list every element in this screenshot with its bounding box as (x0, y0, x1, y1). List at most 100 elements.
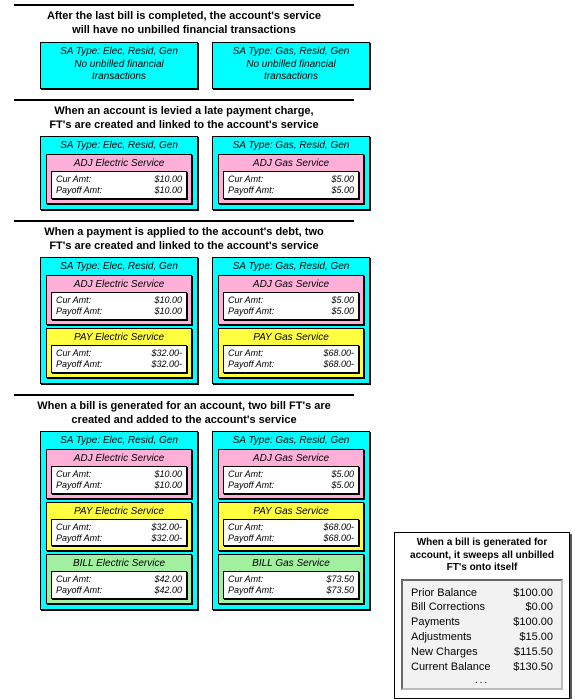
ft-title: ADJ Electric Service (51, 158, 187, 169)
cur-amt-label: Cur Amt: (56, 295, 91, 306)
cur-amt-value: $10.00 (154, 469, 182, 480)
bill-row-label: Current Balance (411, 660, 491, 675)
bill-row-value: $130.50 (513, 660, 553, 675)
ft-title: BILL Electric Service (51, 558, 187, 569)
section-title: When a payment is applied to the account… (14, 220, 354, 258)
ft-box: PAY Gas ServiceCur Amt:$68.00-Payoff Amt… (218, 328, 364, 378)
cur-amt-value: $68.00- (323, 522, 354, 533)
payoff-amt-label: Payoff Amt: (228, 480, 274, 491)
ft-box: BILL Gas ServiceCur Amt:$73.50Payoff Amt… (218, 554, 364, 604)
cur-amt-value: $5.00 (331, 469, 354, 480)
section-title: After the last bill is completed, the ac… (14, 4, 354, 42)
bill-row-label: Prior Balance (411, 586, 477, 601)
cur-amt-label: Cur Amt: (56, 469, 91, 480)
bill-ellipsis: ... (411, 675, 553, 686)
bill-summary-table: Prior Balance$100.00Bill Corrections$0.0… (401, 579, 563, 690)
ft-box: BILL Electric ServiceCur Amt:$42.00Payof… (46, 554, 192, 604)
ft-amount-box: Cur Amt:$5.00Payoff Amt:$5.00 (223, 466, 359, 494)
cur-amt-label: Cur Amt: (228, 522, 263, 533)
ft-title: PAY Electric Service (51, 332, 187, 343)
payoff-amt-label: Payoff Amt: (56, 185, 102, 196)
bill-row: Prior Balance $100.00 (411, 586, 553, 601)
cur-amt-value: $5.00 (331, 295, 354, 306)
ft-amount-box: Cur Amt:$42.00Payoff Amt:$42.00 (51, 571, 187, 599)
cur-amt-value: $32.00- (151, 522, 182, 533)
cur-amt-label: Cur Amt: (56, 522, 91, 533)
cur-amt-label: Cur Amt: (228, 174, 263, 185)
cur-amt-value: $10.00 (154, 174, 182, 185)
payoff-amt-label: Payoff Amt: (56, 306, 102, 317)
section: When a payment is applied to the account… (4, 220, 575, 384)
ft-box: PAY Electric ServiceCur Amt:$32.00-Payof… (46, 502, 192, 552)
sa-type-header: SA Type: Gas, Resid, Gen (218, 261, 364, 272)
payoff-amt-value: $73.50 (326, 585, 354, 596)
sa-box: SA Type: Elec, Resid, Gen ADJ Electric Se… (40, 431, 198, 610)
bill-row: New Charges$115.50 (411, 645, 553, 660)
ft-amount-box: Cur Amt: $10.00 Payoff Amt: $10.00 (51, 466, 187, 494)
payoff-amt-value: $68.00- (323, 359, 354, 370)
payoff-amt-label: Payoff Amt: (56, 359, 102, 370)
sa-type-header: SA Type: Gas, Resid, Gen (218, 140, 364, 151)
payoff-amt-value: $42.00 (154, 585, 182, 596)
bill-row: Payments $100.00 (411, 615, 553, 630)
ft-title: PAY Gas Service (223, 332, 359, 343)
cur-amt-label: Cur Amt: (56, 174, 91, 185)
sa-box: SA Type: Gas, Resid, GenNo unbilled fina… (212, 42, 370, 89)
sa-type-header: SA Type: Elec, Resid, Gen (46, 46, 192, 57)
ft-amount-box: Cur Amt:$32.00-Payoff Amt:$32.00- (51, 519, 187, 547)
sa-box: SA Type: Elec, Resid, Gen ADJ Electric Se… (40, 257, 198, 383)
bill-row: Current Balance $130.50 (411, 660, 553, 675)
payoff-amt-value: $68.00- (323, 533, 354, 544)
ft-amount-box: Cur Amt:$5.00Payoff Amt:$5.00 (223, 171, 359, 199)
bill-summary-title: When a bill is generated for account, it… (401, 537, 563, 575)
sa-note: No unbilled financialtransactions (218, 59, 364, 83)
sa-note: No unbilled financialtransactions (46, 59, 192, 83)
bill-row-value: $100.00 (513, 586, 553, 601)
ft-amount-box: Cur Amt:$32.00-Payoff Amt:$32.00- (51, 345, 187, 373)
payoff-amt-label: Payoff Amt: (56, 585, 102, 596)
cur-amt-label: Cur Amt: (228, 348, 263, 359)
sa-box: SA Type: Elec, Resid, Gen No unbilled fin… (40, 42, 198, 89)
sa-pair-row: SA Type: Elec, Resid, Gen ADJ Electric Se… (40, 257, 575, 383)
ft-title: ADJ Electric Service (51, 453, 187, 464)
sa-box: SA Type: Gas, Resid, Gen ADJ Gas ServiceC… (212, 136, 370, 210)
ft-amount-box: Cur Amt:$73.50Payoff Amt:$73.50 (223, 571, 359, 599)
payoff-amt-value: $32.00- (151, 533, 182, 544)
payoff-amt-label: Payoff Amt: (228, 185, 274, 196)
sa-pair-row: SA Type: Elec, Resid, Gen ADJ Electric Se… (40, 136, 575, 210)
ft-title: BILL Gas Service (223, 558, 359, 569)
payoff-amt-value: $10.00 (154, 480, 182, 491)
sa-pair-row: SA Type: Elec, Resid, Gen No unbilled fin… (40, 42, 575, 89)
payoff-amt-value: $10.00 (154, 185, 182, 196)
sa-type-header: SA Type: Elec, Resid, Gen (46, 435, 192, 446)
cur-amt-value: $32.00- (151, 348, 182, 359)
payoff-amt-value: $5.00 (331, 306, 354, 317)
cur-amt-value: $68.00- (323, 348, 354, 359)
ft-amount-box: Cur Amt:$68.00-Payoff Amt:$68.00- (223, 519, 359, 547)
payoff-amt-value: $10.00 (154, 306, 182, 317)
ft-box: ADJ Electric Service Cur Amt: $10.00 Payoff… (46, 275, 192, 325)
sa-type-header: SA Type: Elec, Resid, Gen (46, 261, 192, 272)
sa-box: SA Type: Gas, Resid, GenADJ Gas ServiceC… (212, 431, 370, 610)
cur-amt-value: $42.00 (154, 574, 182, 585)
payoff-amt-label: Payoff Amt: (228, 585, 274, 596)
section-title: When an account is levied a late payment… (14, 99, 354, 137)
bill-row-value: $15.00 (519, 630, 553, 645)
bill-row-value: $0.00 (525, 600, 553, 615)
ft-title: ADJ Electric Service (51, 279, 187, 290)
payoff-amt-label: Payoff Amt: (56, 480, 102, 491)
ft-box: ADJ Electric Service Cur Amt: $10.00 Payoff… (46, 154, 192, 204)
section: After the last bill is completed, the ac… (4, 4, 575, 89)
ft-box: ADJ Gas ServiceCur Amt:$5.00Payoff Amt:$… (218, 154, 364, 204)
cur-amt-label: Cur Amt: (228, 295, 263, 306)
bill-row-value: $100.00 (513, 615, 553, 630)
ft-title: ADJ Gas Service (223, 279, 359, 290)
sa-type-header: SA Type: Elec, Resid, Gen (46, 140, 192, 151)
sa-box: SA Type: Elec, Resid, Gen ADJ Electric Se… (40, 136, 198, 210)
bill-row-label: Payments (411, 615, 460, 630)
sa-box: SA Type: Gas, Resid, Gen ADJ Gas Service C… (212, 257, 370, 383)
ft-amount-box: Cur Amt:$68.00-Payoff Amt:$68.00- (223, 345, 359, 373)
ft-title: PAY Gas Service (223, 506, 359, 517)
bill-summary-panel: When a bill is generated for account, it… (394, 532, 570, 699)
payoff-amt-label: Payoff Amt: (228, 306, 274, 317)
